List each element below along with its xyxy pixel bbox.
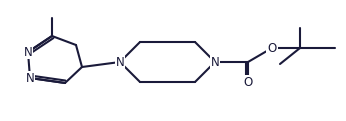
Text: O: O xyxy=(243,76,253,88)
Text: N: N xyxy=(211,56,219,68)
Text: N: N xyxy=(26,72,34,84)
Text: O: O xyxy=(267,42,276,54)
Text: N: N xyxy=(24,45,33,58)
Text: N: N xyxy=(116,56,124,68)
